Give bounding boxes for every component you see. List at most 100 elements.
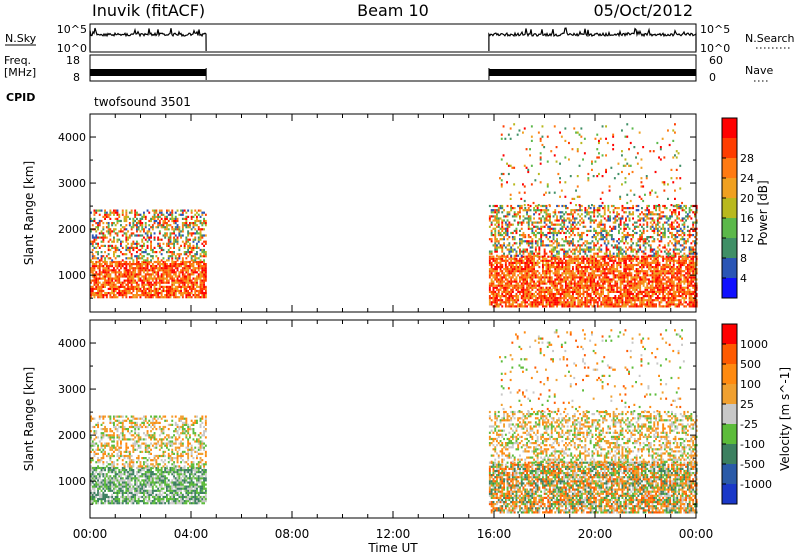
echo-cell	[559, 227, 562, 230]
echo-cell	[201, 228, 204, 231]
echo-cell	[618, 238, 620, 241]
echo-cell	[132, 224, 135, 227]
echo-cell	[134, 224, 137, 227]
echo-cell	[575, 246, 578, 249]
echo-cell	[158, 246, 161, 249]
echo-cell	[199, 248, 202, 252]
echo-cell	[533, 266, 535, 269]
echo-cell	[547, 213, 550, 216]
echo-cell	[533, 217, 535, 220]
echo-cell	[181, 240, 184, 243]
echo-cell	[596, 301, 599, 304]
echo-cell	[566, 286, 569, 289]
echo-cell	[559, 299, 562, 302]
echo-cell	[543, 252, 546, 255]
echo-cell	[527, 244, 530, 247]
echo-cell	[552, 286, 555, 289]
echo-cell	[508, 280, 511, 283]
echo-cell	[494, 295, 497, 298]
echo-cell	[522, 301, 525, 304]
echo-cell	[596, 240, 599, 243]
echo-cell	[114, 209, 117, 212]
echo-cell	[118, 238, 121, 241]
echo-cell	[572, 261, 574, 264]
echo-cell	[508, 242, 511, 245]
echo-cell	[98, 285, 101, 288]
echo-cell	[593, 290, 596, 293]
echo-cell	[572, 299, 574, 302]
echo-cell	[90, 259, 92, 262]
echo-cell	[577, 292, 580, 296]
echo-cell	[125, 265, 128, 268]
echo-cell	[153, 289, 156, 293]
echo-cell	[644, 303, 647, 306]
echo-cell	[95, 222, 98, 225]
echo-cell	[573, 259, 576, 262]
echo-cell	[688, 261, 691, 264]
echo-cell	[554, 227, 557, 230]
echo-cell	[151, 263, 154, 266]
echo-cell	[527, 295, 530, 298]
echo-cell	[166, 267, 168, 270]
echo-cell	[526, 209, 528, 212]
echo-cell	[584, 266, 587, 269]
echo-cell	[501, 250, 504, 253]
echo-cell	[113, 211, 115, 214]
echo-cell	[563, 250, 566, 253]
echo-cell	[506, 270, 509, 273]
echo-cell	[109, 213, 112, 216]
echo-cell	[662, 270, 665, 273]
echo-cell	[91, 265, 94, 268]
echo-cell	[136, 240, 138, 243]
echo-cell	[134, 296, 137, 299]
echo-cell	[494, 248, 497, 251]
echo-cell	[488, 282, 491, 285]
echo-cell	[678, 299, 680, 302]
echo-cell	[176, 219, 179, 223]
echo-cell	[568, 236, 571, 239]
echo-cell	[626, 295, 629, 298]
echo-cell	[189, 244, 191, 247]
echo-cell	[649, 280, 652, 283]
echo-cell	[614, 282, 617, 285]
echo-cell	[648, 290, 650, 293]
echo-cell	[492, 259, 495, 262]
echo-cell	[95, 279, 98, 282]
echo-cell	[582, 290, 585, 293]
echo-cell	[496, 299, 498, 302]
echo-cell	[166, 251, 168, 254]
echo-cell	[146, 236, 149, 239]
echo-cell	[641, 259, 643, 262]
echo-cell	[125, 289, 128, 293]
echo-cell	[93, 281, 96, 284]
echo-cell	[167, 242, 170, 245]
echo-cell	[524, 290, 527, 293]
echo-cell	[616, 288, 619, 291]
echo-cell	[688, 282, 691, 285]
echo-cell	[658, 280, 661, 283]
echo-cell	[561, 278, 564, 281]
echo-cell	[552, 229, 555, 232]
echo-cell	[672, 299, 675, 302]
echo-cell	[494, 244, 497, 247]
echo-cell	[174, 294, 177, 297]
echo-cell	[543, 278, 546, 281]
echo-cell	[526, 270, 528, 273]
echo-cell	[143, 211, 145, 214]
echo-cell	[605, 234, 608, 237]
echo-cell	[549, 225, 551, 228]
echo-cell	[90, 279, 92, 282]
noise-panel: N.Sky 10^5 10^0 10^5 10^0 N.Search	[5, 23, 795, 55]
echo-cell	[130, 228, 133, 231]
echo-cell	[105, 281, 108, 284]
echo-cell	[549, 270, 551, 273]
echo-cell	[579, 207, 581, 210]
echo-cell	[153, 294, 156, 297]
echo-cell	[162, 287, 165, 290]
echo-cell	[506, 223, 509, 226]
echo-cell	[671, 276, 673, 279]
echo-cell	[524, 295, 527, 298]
echo-cell	[658, 276, 661, 279]
echo-cell	[559, 215, 562, 218]
echo-cell	[128, 296, 131, 299]
